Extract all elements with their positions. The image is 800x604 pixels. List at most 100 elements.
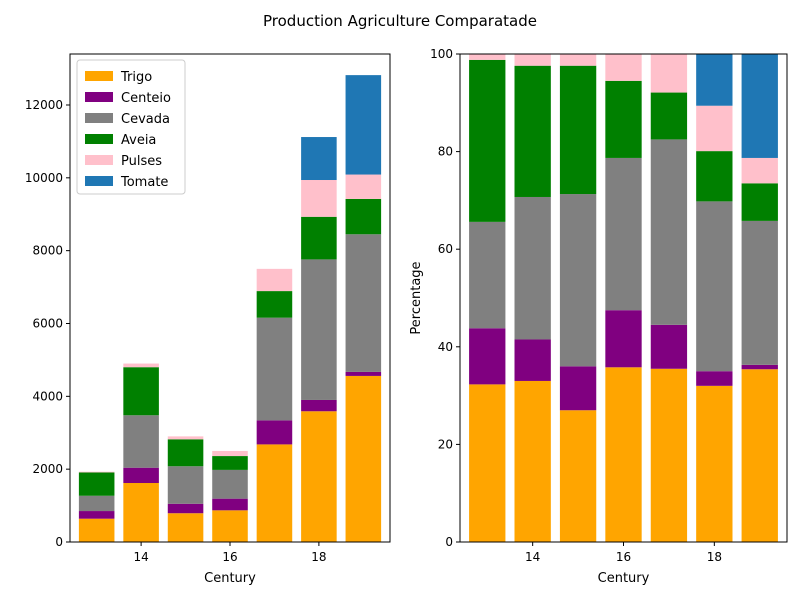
legend-swatch-centeio bbox=[85, 92, 113, 102]
bar-aveia-16 bbox=[212, 456, 248, 470]
bar-trigo-18 bbox=[696, 385, 733, 542]
bar-cevada-14 bbox=[514, 196, 551, 340]
x-tick-label: 14 bbox=[525, 550, 540, 564]
bar-cevada-16 bbox=[212, 469, 248, 499]
bar-aveia-19 bbox=[741, 183, 778, 221]
bar-centeio-14 bbox=[514, 339, 551, 381]
x-tick-label: 18 bbox=[311, 550, 326, 564]
y-tick-label: 60 bbox=[438, 242, 453, 256]
bar-centeio-13 bbox=[469, 328, 506, 385]
legend-swatch-cevada bbox=[85, 113, 113, 123]
bar-centeio-16 bbox=[212, 498, 248, 511]
bar-pulses-17 bbox=[256, 268, 293, 292]
bar-trigo-19 bbox=[345, 375, 382, 542]
bar-pulses-15 bbox=[167, 436, 204, 440]
figure-title: Production Agriculture Comparatade bbox=[263, 12, 537, 30]
x-tick-label: 14 bbox=[133, 550, 148, 564]
bar-pulses-18 bbox=[301, 180, 337, 217]
legend-label-cevada: Cevada bbox=[121, 112, 170, 127]
y-tick-label: 6000 bbox=[32, 316, 63, 330]
legend-label-aveia: Aveia bbox=[121, 133, 156, 148]
x-tick-label: 18 bbox=[707, 550, 722, 564]
bar-pulses-18 bbox=[696, 105, 733, 152]
legend-label-centeio: Centeio bbox=[121, 91, 171, 106]
legend-swatch-aveia bbox=[85, 134, 113, 144]
bar-tomate-18 bbox=[696, 54, 733, 106]
bar-cevada-19 bbox=[345, 234, 382, 372]
bar-centeio-15 bbox=[167, 503, 204, 514]
bar-centeio-17 bbox=[256, 420, 293, 445]
bar-trigo-18 bbox=[301, 411, 337, 542]
y-tick-label: 10000 bbox=[25, 171, 63, 185]
bar-centeio-13 bbox=[78, 511, 115, 519]
bar-trigo-15 bbox=[559, 410, 597, 542]
bar-aveia-19 bbox=[345, 198, 382, 235]
bar-pulses-13 bbox=[78, 471, 115, 473]
y-tick-label: 80 bbox=[438, 145, 453, 159]
absolute-production-chart: 0 2000 4000 6000 8000 10000 12000 14 16 18 Century… bbox=[25, 53, 391, 586]
bar-cevada-16 bbox=[605, 157, 642, 311]
bar-aveia-13 bbox=[469, 59, 506, 222]
bar-tomate-18 bbox=[301, 137, 337, 181]
bar-trigo-14 bbox=[123, 483, 159, 542]
bar-aveia-18 bbox=[301, 216, 337, 260]
y-tick-label: 20 bbox=[438, 437, 453, 451]
bar-centeio-16 bbox=[605, 310, 642, 368]
y-axis-label: Percentage bbox=[409, 261, 424, 334]
bar-tomate-19 bbox=[741, 54, 778, 158]
x-tick-label: 16 bbox=[222, 550, 237, 564]
y-tick-label: 2000 bbox=[32, 462, 63, 476]
bar-aveia-14 bbox=[123, 367, 159, 416]
bar-aveia-17 bbox=[256, 291, 293, 318]
y-tick-label: 40 bbox=[438, 340, 453, 354]
bar-cevada-13 bbox=[78, 495, 115, 512]
legend-swatch-trigo bbox=[85, 71, 113, 81]
bar-trigo-15 bbox=[167, 513, 204, 542]
bar-cevada-17 bbox=[256, 317, 293, 421]
legend-label-trigo: Trigo bbox=[120, 70, 152, 85]
bar-trigo-16 bbox=[212, 510, 248, 542]
bar-cevada-13 bbox=[469, 221, 506, 329]
bar-cevada-18 bbox=[696, 201, 733, 372]
legend-swatch-pulses bbox=[85, 155, 113, 165]
bar-aveia-17 bbox=[650, 92, 688, 140]
bars bbox=[78, 75, 382, 542]
bar-aveia-15 bbox=[167, 439, 204, 467]
bar-trigo-16 bbox=[605, 367, 642, 542]
bar-aveia-15 bbox=[559, 65, 597, 195]
bar-cevada-15 bbox=[167, 466, 204, 504]
bar-trigo-19 bbox=[741, 369, 778, 542]
bar-pulses-19 bbox=[741, 157, 778, 184]
y-tick-label: 0 bbox=[55, 535, 63, 549]
y-tick-label: 12000 bbox=[25, 98, 63, 112]
bar-trigo-14 bbox=[514, 380, 551, 542]
bar-cevada-15 bbox=[559, 194, 597, 367]
bar-centeio-17 bbox=[650, 324, 688, 369]
y-tick-label: 100 bbox=[430, 47, 453, 61]
bar-centeio-14 bbox=[123, 467, 159, 484]
bar-trigo-17 bbox=[650, 368, 688, 542]
x-axis-label: Century bbox=[204, 571, 256, 586]
bar-tomate-19 bbox=[345, 75, 382, 175]
bar-centeio-18 bbox=[696, 371, 733, 386]
bar-pulses-19 bbox=[345, 174, 382, 199]
bar-centeio-19 bbox=[345, 371, 382, 376]
bar-pulses-14 bbox=[123, 363, 159, 368]
bar-aveia-18 bbox=[696, 151, 733, 202]
percentage-production-chart: 0 20 40 60 80 100 14 16 18 Century Percentage bbox=[409, 47, 788, 586]
legend: Trigo Centeio Cevada Aveia Pulses Tomate bbox=[76, 59, 186, 195]
bar-pulses-17 bbox=[650, 54, 688, 93]
bar-cevada-14 bbox=[123, 415, 159, 468]
legend-label-pulses: Pulses bbox=[121, 154, 162, 169]
y-tick-label: 8000 bbox=[32, 244, 63, 258]
y-tick-label: 0 bbox=[445, 535, 453, 549]
x-tick-label: 16 bbox=[616, 550, 631, 564]
bar-pulses-13 bbox=[469, 54, 506, 60]
bar-pulses-15 bbox=[559, 54, 597, 66]
bars bbox=[469, 54, 778, 542]
bar-trigo-13 bbox=[469, 384, 506, 542]
bar-centeio-15 bbox=[559, 366, 597, 411]
legend-label-tomate: Tomate bbox=[120, 175, 168, 190]
legend-swatch-tomate bbox=[85, 176, 113, 186]
